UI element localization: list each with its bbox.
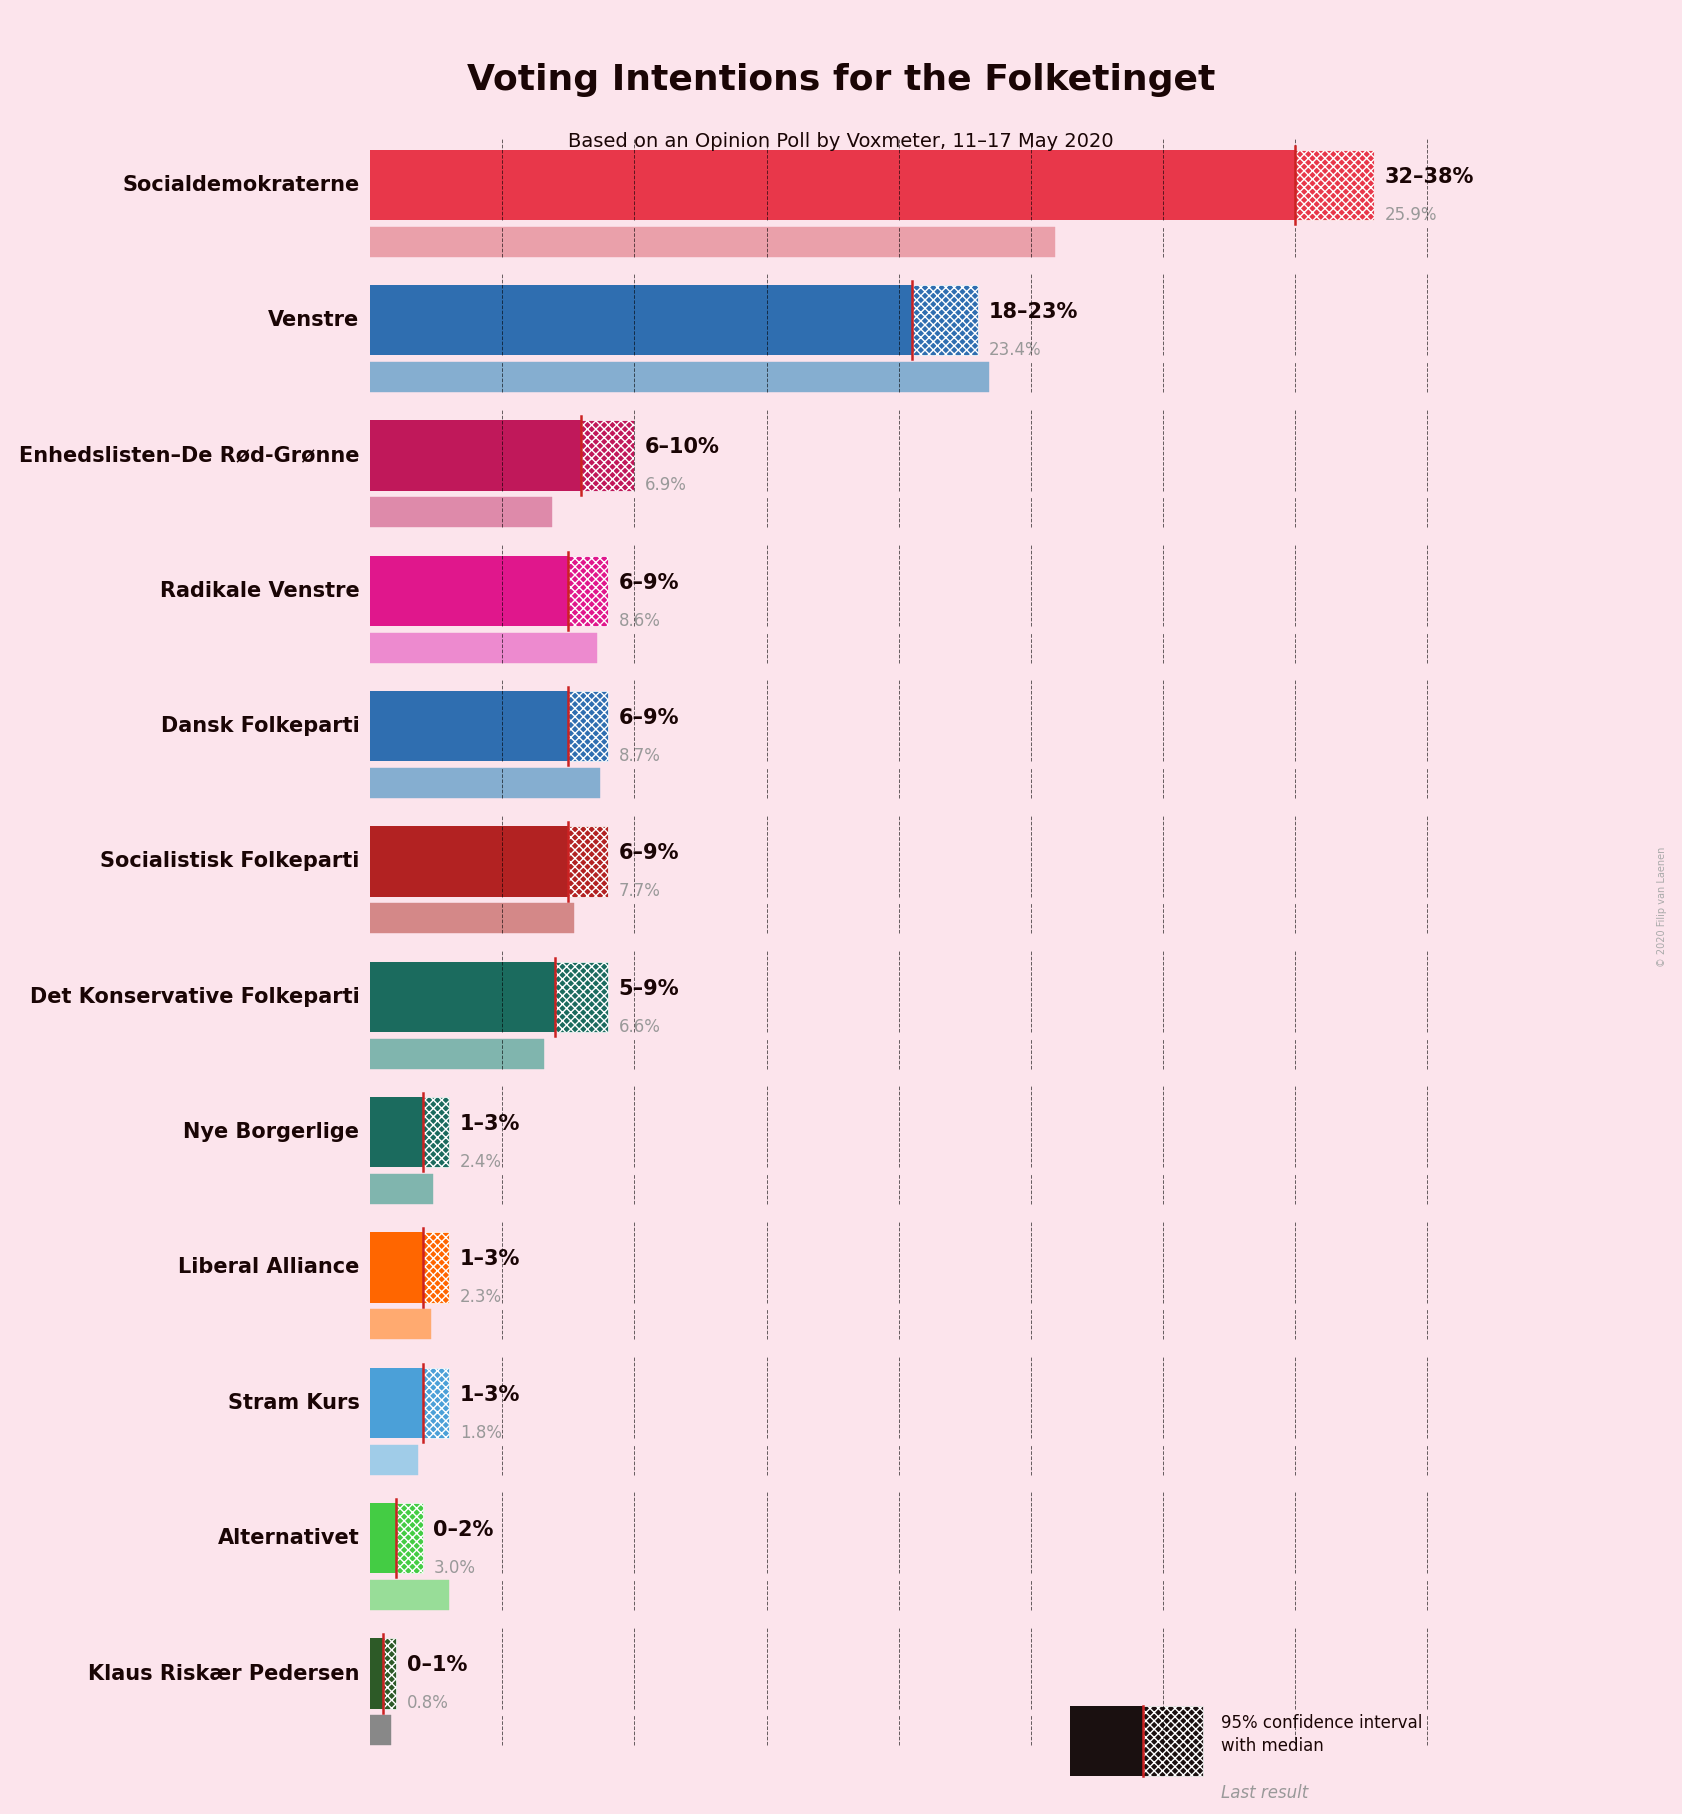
Text: Dansk Folkeparti: Dansk Folkeparti [161,717,360,736]
Text: 6–10%: 6–10% [644,437,720,457]
Text: 6–9%: 6–9% [619,844,680,863]
Bar [569,827,607,896]
Text: Based on an Opinion Poll by Voxmeter, 11–17 May 2020: Based on an Opinion Poll by Voxmeter, 11… [569,132,1113,151]
Text: Venstre: Venstre [267,310,360,330]
Bar [370,767,600,798]
Bar [370,1310,431,1339]
Bar [370,421,582,490]
Text: 0.8%: 0.8% [407,1694,449,1712]
Bar [422,1232,449,1302]
Bar [370,1580,449,1609]
Text: 25.9%: 25.9% [1384,205,1438,223]
Bar [370,555,569,626]
Bar [370,1368,422,1439]
Bar [370,903,574,932]
Text: 2.4%: 2.4% [459,1154,501,1170]
Bar [370,363,989,392]
Text: 1–3%: 1–3% [459,1384,520,1404]
Bar [370,1310,431,1339]
Bar [370,903,574,932]
Bar [1070,1778,1216,1807]
Bar [370,1174,434,1204]
Bar [1070,1705,1144,1776]
Bar [569,691,607,762]
Text: Voting Intentions for the Folketinget: Voting Intentions for the Folketinget [468,63,1214,98]
Bar [370,227,1055,256]
Text: 7.7%: 7.7% [619,882,661,900]
Text: Last result: Last result [1221,1783,1309,1801]
Bar [397,1504,422,1573]
Text: Liberal Alliance: Liberal Alliance [178,1257,360,1277]
Bar [370,1444,417,1475]
Text: Det Konservative Folkeparti: Det Konservative Folkeparti [30,987,360,1007]
Text: 0–2%: 0–2% [434,1520,495,1540]
Bar [370,1039,545,1068]
Bar [370,1232,422,1302]
Text: 3.0%: 3.0% [434,1558,476,1576]
Text: Enhedslisten–De Rød-Grønne: Enhedslisten–De Rød-Grønne [19,446,360,466]
Bar [370,497,552,528]
Bar [1295,149,1374,219]
Bar [370,1716,392,1745]
Text: 0–1%: 0–1% [407,1656,468,1676]
Text: Socialdemokraterne: Socialdemokraterne [123,174,360,194]
Bar [582,421,634,490]
Bar [370,827,569,896]
Text: 8.7%: 8.7% [619,747,661,766]
Text: 8.6%: 8.6% [619,611,661,629]
Text: 6.6%: 6.6% [619,1018,661,1036]
Bar [370,961,555,1032]
Bar [370,1580,449,1609]
Bar [555,961,607,1032]
Bar [370,691,569,762]
Text: Stram Kurs: Stram Kurs [227,1393,360,1413]
Text: 6–9%: 6–9% [619,573,680,593]
Bar [383,1638,397,1709]
Bar [370,1097,422,1168]
Text: 18–23%: 18–23% [989,301,1078,323]
Bar [370,285,912,356]
Bar [1144,1705,1203,1776]
Text: © 2020 Filip van Laenen: © 2020 Filip van Laenen [1657,847,1667,967]
Text: 1–3%: 1–3% [459,1250,520,1270]
Bar [370,1638,383,1709]
Text: 95% confidence interval
with median: 95% confidence interval with median [1221,1714,1423,1754]
Bar [370,363,989,392]
Bar [422,1097,449,1168]
Bar [370,1174,434,1204]
Bar [370,497,552,528]
Bar [370,1444,417,1475]
Text: 1.8%: 1.8% [459,1424,501,1442]
Text: Nye Borgerlige: Nye Borgerlige [183,1123,360,1143]
Text: 1–3%: 1–3% [459,1114,520,1134]
Bar [370,149,1295,219]
Text: Alternativet: Alternativet [217,1527,360,1547]
Text: Radikale Venstre: Radikale Venstre [160,580,360,600]
Bar [370,767,600,798]
Bar [370,1039,545,1068]
Bar [569,555,607,626]
Text: 23.4%: 23.4% [989,341,1041,359]
Bar [370,1716,392,1745]
Text: 2.3%: 2.3% [459,1288,501,1306]
Bar [370,1504,397,1573]
Bar [370,633,597,662]
Text: 6.9%: 6.9% [644,477,686,493]
Text: Klaus Riskær Pedersen: Klaus Riskær Pedersen [87,1663,360,1683]
Text: 32–38%: 32–38% [1384,167,1475,187]
Bar [370,633,597,662]
Bar [422,1368,449,1439]
Text: Socialistisk Folkeparti: Socialistisk Folkeparti [101,851,360,871]
Bar [912,285,977,356]
Text: 6–9%: 6–9% [619,707,680,727]
Bar [370,227,1055,256]
Text: 5–9%: 5–9% [619,980,680,1000]
